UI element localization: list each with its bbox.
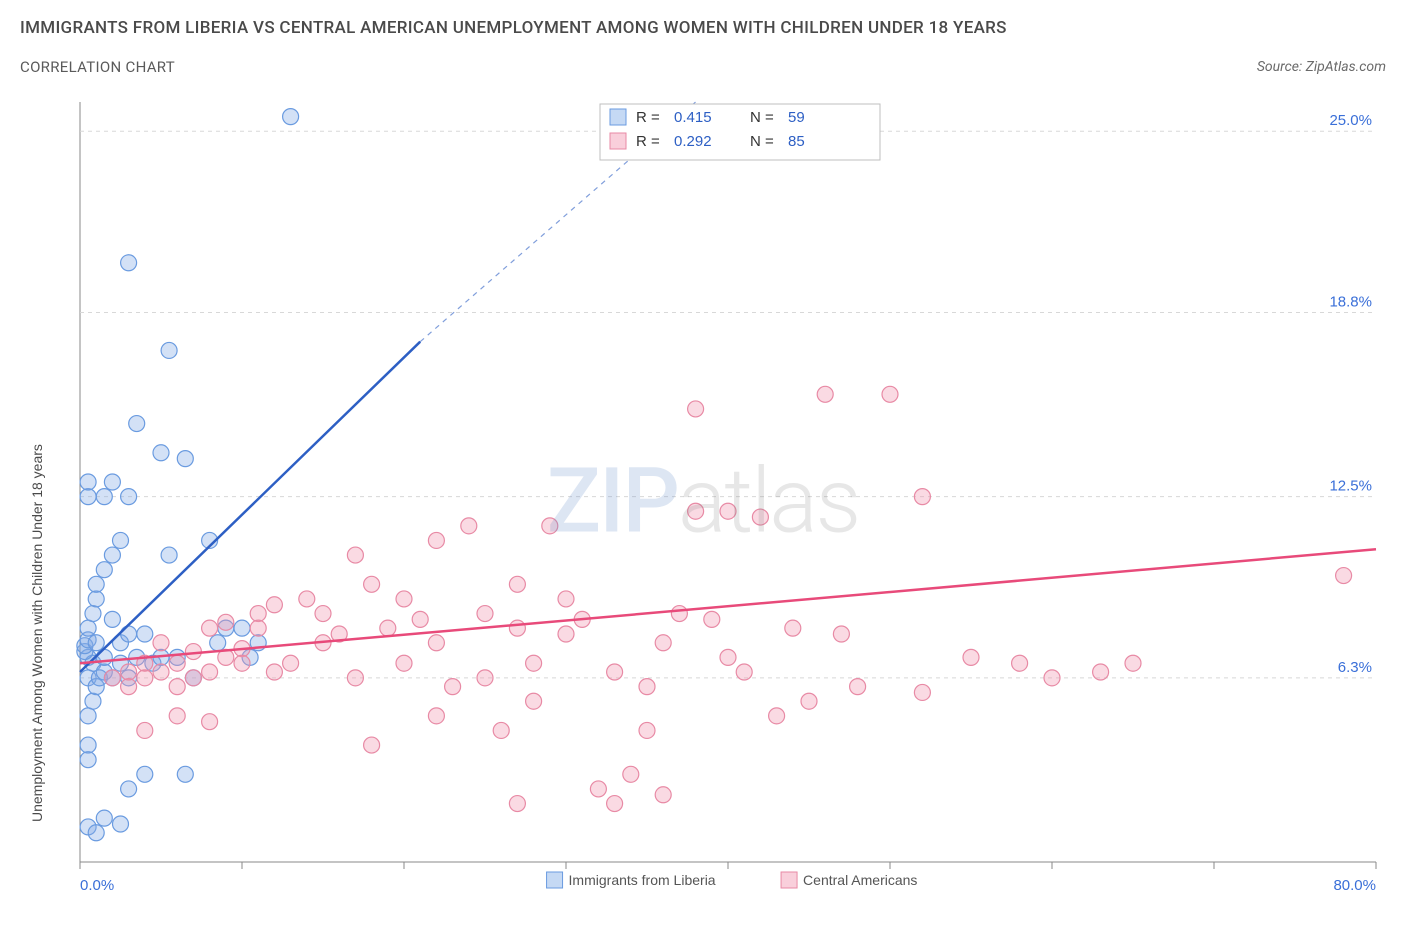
svg-text:18.8%: 18.8% (1329, 293, 1372, 310)
svg-text:Central Americans: Central Americans (803, 872, 917, 888)
chart-subtitle: CORRELATION CHART (20, 58, 175, 76)
chart-container: 6.3% 12.5% 18.8% 25.0% 0.0% 80.0% Unemployment… (20, 92, 1386, 910)
svg-text:80.0%: 80.0% (1333, 877, 1376, 894)
svg-text:R =: R = (636, 109, 660, 126)
svg-text:Unemployment Among Women with: Unemployment Among Women with Children U… (29, 444, 45, 822)
svg-text:25.0%: 25.0% (1329, 112, 1372, 129)
svg-text:0.292: 0.292 (674, 133, 712, 150)
svg-text:12.5%: 12.5% (1329, 478, 1372, 495)
correlation-scatter-chart: 6.3% 12.5% 18.8% 25.0% 0.0% 80.0% Unemployment… (20, 92, 1386, 910)
chart-title: IMMIGRANTS FROM LIBERIA VS CENTRAL AMERI… (20, 18, 1007, 38)
svg-text:0.0%: 0.0% (80, 877, 114, 894)
subtitle-row: CORRELATION CHART Source: ZipAtlas.com (20, 58, 1386, 76)
svg-text:N =: N = (750, 133, 774, 150)
svg-text:6.3%: 6.3% (1338, 659, 1372, 676)
svg-text:0.415: 0.415 (674, 109, 712, 126)
svg-text:85: 85 (788, 133, 805, 150)
svg-text:59: 59 (788, 109, 805, 126)
svg-text:N =: N = (750, 109, 774, 126)
source-attribution: Source: ZipAtlas.com (1257, 59, 1386, 75)
svg-text:Immigrants from Liberia: Immigrants from Liberia (569, 872, 716, 888)
svg-text:R =: R = (636, 133, 660, 150)
